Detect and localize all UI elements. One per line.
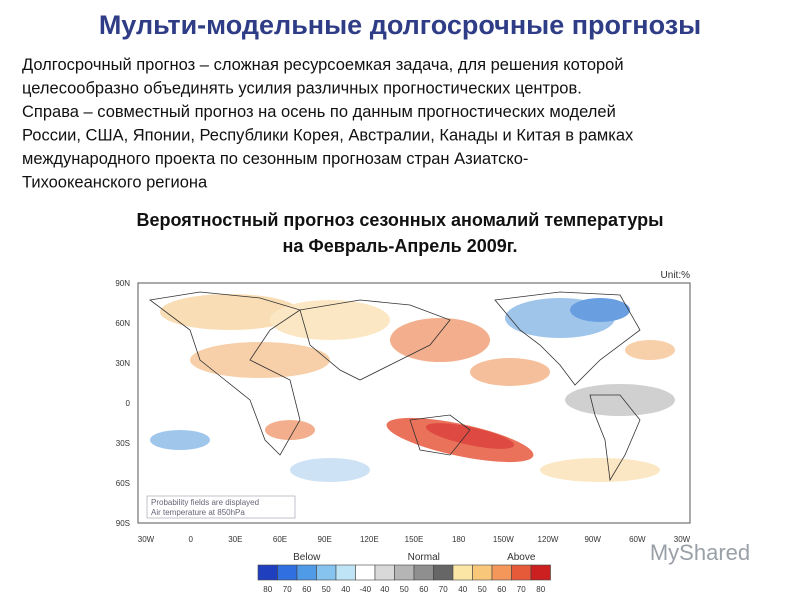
lat-label: 30S <box>116 439 130 448</box>
legend-label: 80 <box>263 585 272 594</box>
legend-label: 80 <box>536 585 545 594</box>
legend-label: 50 <box>478 585 487 594</box>
note-box <box>146 495 296 519</box>
lon-label: 30E <box>228 535 242 544</box>
slide-title: Мульти-модельные долгосрочные прогнозы <box>99 10 701 40</box>
unit-label: Unit:% <box>661 270 691 281</box>
lon-label: 120W <box>538 535 559 544</box>
legend-label: 50 <box>400 585 409 594</box>
lon-label: 30W <box>138 535 155 544</box>
legend: 80 70 60 50 40 -40 40 50 60 70 40 50 60 70 80 Below Norm… <box>257 552 551 594</box>
legend-label: 50 <box>322 585 331 594</box>
body-line: международного проекта по сезонным прогн… <box>22 150 528 168</box>
body-line: Справа – совместный прогноз на осень по … <box>22 103 616 121</box>
lon-label: 150W <box>493 535 514 544</box>
legend-label: 70 <box>439 585 448 594</box>
lon-label: 0 <box>188 535 193 544</box>
legend-swatch <box>374 564 395 581</box>
body-line: Долгосрочный прогноз – сложная ресурсоем… <box>22 56 624 74</box>
legend-group: Normal <box>408 552 440 563</box>
map-note: Probability fields are displayed <box>151 498 259 507</box>
lat-label: 0 <box>126 399 131 408</box>
lon-label: 120E <box>360 535 379 544</box>
legend-swatch <box>511 564 532 581</box>
legend-label: 60 <box>497 585 506 594</box>
legend-swatch <box>530 564 551 581</box>
legend-swatch <box>472 564 493 581</box>
map: Probability fields are displayed Air tem… <box>137 270 691 524</box>
map-axes: 90N 60N 30N 0 30S 60S 90S 30W 0 30E 60E 90E 120E 150E… <box>115 279 690 544</box>
map-note: Air temperature at 850hPa <box>151 508 245 517</box>
legend-swatch <box>433 564 454 581</box>
body-line: целесообразно объединять усилия различны… <box>22 80 582 98</box>
legend-swatch <box>257 564 278 581</box>
anomaly-field <box>150 294 675 482</box>
body-text: Долгосрочный прогноз – сложная ресурсоем… <box>22 56 634 192</box>
legend-swatch <box>355 564 376 581</box>
legend-label: 70 <box>283 585 292 594</box>
legend-group: Below <box>293 552 321 563</box>
legend-swatch <box>335 564 356 581</box>
lon-label: 60E <box>273 535 287 544</box>
legend-swatch <box>491 564 512 581</box>
lat-label: 90S <box>116 519 130 528</box>
legend-label: 60 <box>302 585 311 594</box>
lon-label: 150E <box>405 535 424 544</box>
legend-label: 40 <box>458 585 467 594</box>
body-line: Тихоокеанского региона <box>22 174 208 192</box>
lat-label: 90N <box>115 279 130 288</box>
lon-label: 90E <box>318 535 332 544</box>
legend-swatch <box>413 564 434 581</box>
watermark: MyShared <box>650 540 750 565</box>
legend-label: 60 <box>419 585 428 594</box>
legend-swatch <box>452 564 473 581</box>
legend-swatch <box>277 564 298 581</box>
legend-label: -40 <box>359 585 371 594</box>
lon-label: 180 <box>452 535 466 544</box>
legend-swatch <box>394 564 415 581</box>
lon-label: 30W <box>674 535 691 544</box>
lon-label: 60W <box>629 535 646 544</box>
legend-swatch <box>296 564 317 581</box>
legend-label: 70 <box>517 585 526 594</box>
legend-group: Above <box>507 552 536 563</box>
legend-label: 40 <box>380 585 389 594</box>
lon-label: 90W <box>584 535 601 544</box>
lat-label: 30N <box>115 359 130 368</box>
body-line: России, США, Японии, Республики Корея, А… <box>22 127 634 145</box>
legend-swatch <box>316 564 337 581</box>
lat-label: 60S <box>116 479 130 488</box>
figure-caption: Вероятностный прогноз сезонных аномалий … <box>137 210 664 230</box>
coastlines <box>149 291 641 482</box>
lat-label: 60N <box>115 319 130 328</box>
figure-caption: на Февраль-Апрель 2009г. <box>283 236 518 256</box>
legend-label: 40 <box>341 585 350 594</box>
